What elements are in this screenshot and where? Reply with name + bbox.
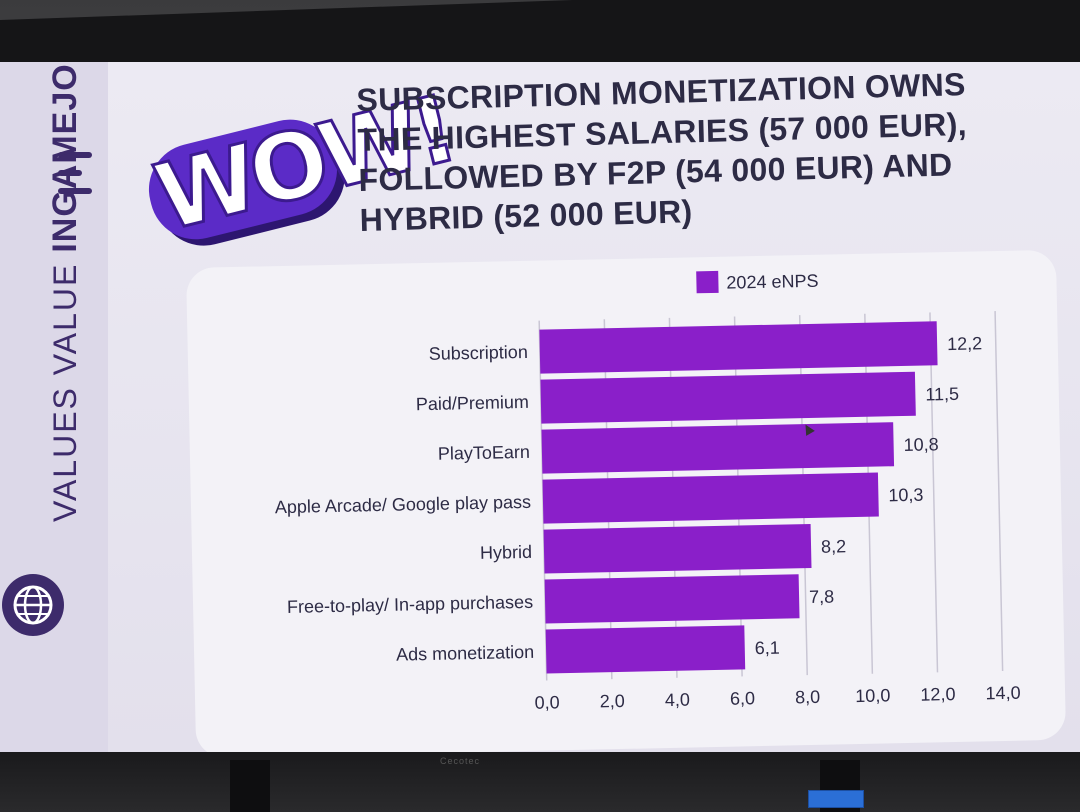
monitor-sticker: [808, 790, 864, 808]
x-tick-label-0: 0,0: [534, 692, 559, 713]
x-tick-label-4: 8,0: [795, 687, 820, 708]
bar-0: [539, 321, 938, 374]
wow-badge-text: WOW!: [144, 74, 463, 253]
chart-card: 2024 eNPS Subscription 12,2 Paid/Premium 11,…: [186, 249, 1067, 752]
bezel-brand: Cecotec: [440, 756, 481, 766]
x-tick-label-5: 10,0: [855, 685, 890, 706]
x-tick-label-6: 12,0: [920, 684, 955, 705]
legend-swatch: [696, 270, 719, 294]
globe-icon: [2, 574, 64, 636]
bar-1: [540, 371, 916, 424]
x-tick-label-7: 14,0: [985, 683, 1020, 704]
category-label-6: Ads monetization: [396, 642, 534, 665]
gridline-7: [994, 311, 1004, 672]
vertical-brand: VALUES VALUE INGAMEJOB: [46, 62, 85, 522]
category-label-4: Hybrid: [480, 542, 532, 563]
menu-icon: [54, 142, 100, 202]
bar-6: [545, 625, 746, 674]
value-label-1: 11,5: [925, 384, 959, 405]
x-tick-label-2: 4,0: [665, 690, 690, 711]
value-label-2: 10,8: [903, 434, 938, 455]
slide-sidebar: VALUES VALUE INGAMEJOB: [0, 62, 108, 752]
bar-5: [544, 574, 800, 624]
brand-name: INGAMEJOB: [46, 62, 84, 253]
category-label-2: PlayToEarn: [438, 442, 530, 464]
x-tick-label-3: 6,0: [730, 688, 755, 709]
presentation-screen: VALUES VALUE INGAMEJOB WOW! SUBSCRIPTION …: [0, 62, 1080, 752]
value-label-6: 6,1: [755, 638, 780, 659]
monitor-bottom-bezel: Cecotec: [0, 752, 1080, 812]
value-label-4: 8,2: [821, 536, 846, 557]
bar-4: [543, 523, 812, 574]
legend-label: 2024 eNPS: [726, 271, 818, 293]
gridline-6: [929, 312, 939, 673]
category-label-0: Subscription: [429, 342, 528, 364]
value-label-3: 10,3: [888, 485, 923, 506]
slide-headline: SUBSCRIPTION MONETIZATION OWNS THE HIGHE…: [356, 62, 1050, 240]
wow-badge: WOW!: [135, 74, 463, 284]
bar-chart: 2024 eNPS Subscription 12,2 Paid/Premium 11,…: [275, 270, 1021, 713]
monitor-stand-left: [230, 760, 270, 812]
category-label-1: Paid/Premium: [416, 392, 529, 414]
category-label-5: Free-to-play/ In-app purchases: [287, 592, 533, 617]
bar-3: [542, 472, 879, 524]
category-label-3: Apple Arcade/ Google play pass: [275, 492, 532, 517]
x-tick-label-1: 2,0: [600, 691, 625, 712]
brand-tagline: VALUES VALUE: [47, 262, 83, 522]
value-label-0: 12,2: [947, 333, 982, 354]
value-label-5: 7,8: [809, 587, 834, 608]
bar-2: [541, 422, 895, 474]
